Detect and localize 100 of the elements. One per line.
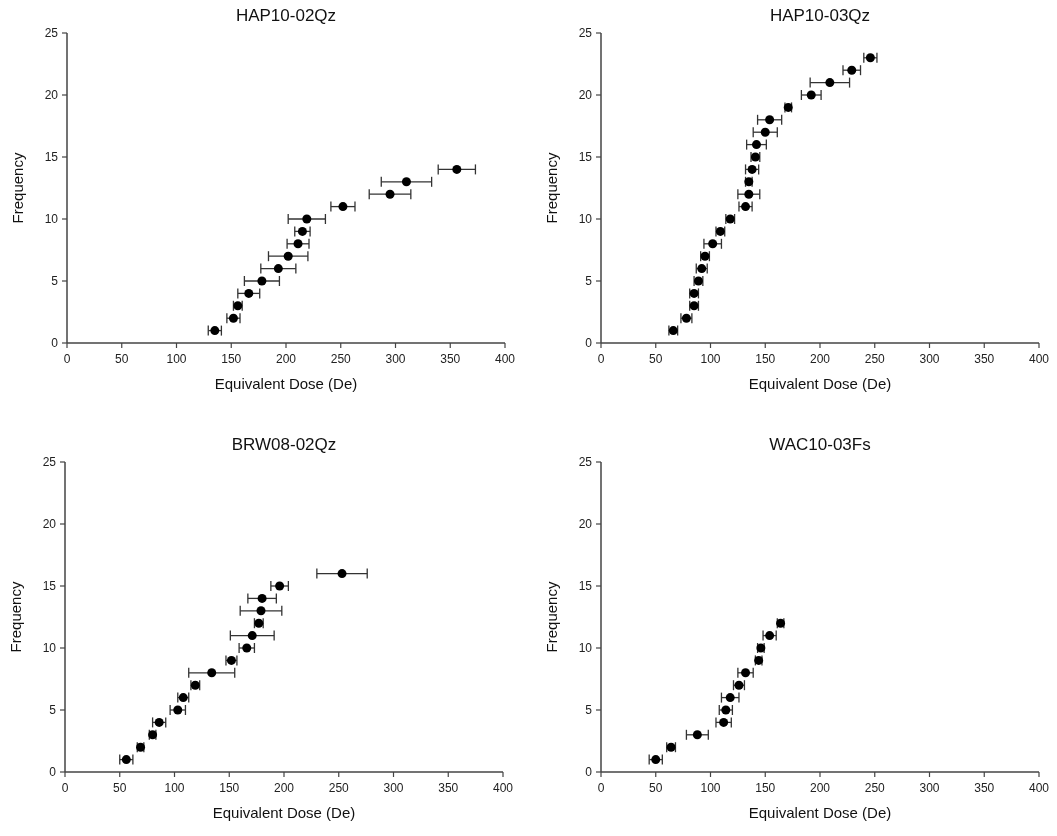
x-tick-label: 400 — [1028, 352, 1050, 366]
x-tick-label: 400 — [1028, 781, 1050, 795]
point — [337, 569, 347, 579]
point — [244, 288, 254, 298]
y-axis-title: Frequency — [543, 581, 560, 653]
x-tick-label: 300 — [383, 781, 404, 795]
x-tick-label: 50 — [115, 352, 129, 366]
y-axis-title: Frequency — [543, 152, 560, 224]
point — [242, 643, 252, 653]
point — [173, 705, 183, 715]
y-axis-title: Frequency — [9, 152, 26, 224]
y-tick-label: 10 — [578, 641, 593, 656]
x-tick-label: 350 — [440, 352, 461, 366]
chart-title: BRW08-02Qz — [231, 435, 337, 454]
point — [765, 115, 775, 125]
y-tick-label: 10 — [42, 641, 57, 656]
point — [247, 631, 257, 641]
y-tick-label: 5 — [585, 274, 593, 289]
point — [744, 189, 754, 199]
x-tick-label: 350 — [438, 781, 459, 795]
x-tick-label: 200 — [275, 352, 297, 366]
x-tick-label: 300 — [919, 352, 940, 366]
y-tick-label: 25 — [578, 455, 593, 470]
x-tick-label: 0 — [63, 352, 71, 366]
y-tick-label: 15 — [578, 150, 593, 165]
x-axis-title: Equivalent Dose (De) — [748, 375, 892, 392]
x-axis-title: Equivalent Dose (De) — [214, 375, 358, 392]
chart-title: WAC10-03Fs — [769, 435, 871, 454]
x-axis-title: Equivalent Dose (De) — [748, 804, 892, 821]
point — [401, 177, 411, 187]
x-axis-title: Equivalent Dose (De) — [212, 804, 356, 821]
x-tick-label: 100 — [700, 781, 721, 795]
x-tick-label: 200 — [273, 781, 295, 795]
y-tick-label: 15 — [44, 150, 59, 165]
point — [692, 730, 702, 740]
x-tick-label: 150 — [755, 352, 776, 366]
point — [273, 264, 283, 274]
y-tick-label: 15 — [42, 579, 57, 594]
point — [293, 239, 303, 249]
chart-title: HAP10-03Qz — [769, 6, 871, 25]
y-tick-label: 25 — [44, 26, 59, 41]
point — [760, 127, 770, 137]
point — [847, 65, 857, 75]
x-tick-label: 300 — [385, 352, 406, 366]
y-tick-label: 0 — [585, 765, 593, 780]
point — [452, 164, 462, 174]
y-tick-label: 20 — [44, 88, 59, 103]
y-tick-label: 5 — [585, 703, 593, 718]
x-tick-label: 50 — [649, 781, 663, 795]
y-tick-label: 20 — [578, 88, 593, 103]
chart-title: HAP10-02Qz — [235, 6, 337, 25]
y-tick-label: 20 — [578, 517, 593, 532]
x-tick-label: 250 — [864, 352, 886, 366]
y-tick-label: 0 — [49, 765, 57, 780]
point — [725, 693, 735, 703]
point — [302, 214, 312, 224]
y-tick-label: 5 — [49, 703, 57, 718]
x-tick-label: 250 — [330, 352, 352, 366]
point — [207, 668, 217, 678]
x-tick-label: 200 — [809, 352, 831, 366]
x-tick-label: 150 — [219, 781, 240, 795]
x-tick-label: 350 — [974, 352, 995, 366]
x-tick-label: 250 — [864, 781, 886, 795]
point — [256, 606, 266, 616]
x-tick-label: 100 — [166, 352, 187, 366]
y-tick-label: 25 — [578, 26, 593, 41]
x-tick-label: 200 — [809, 781, 831, 795]
y-tick-label: 0 — [585, 336, 593, 351]
point — [385, 189, 395, 199]
point — [751, 140, 761, 150]
y-tick-label: 0 — [51, 336, 59, 351]
x-tick-label: 300 — [919, 781, 940, 795]
x-tick-label: 100 — [164, 781, 185, 795]
point — [297, 226, 307, 236]
point — [275, 581, 285, 591]
y-tick-label: 10 — [578, 212, 593, 227]
point — [806, 90, 816, 100]
x-tick-label: 0 — [597, 352, 605, 366]
y-tick-label: 5 — [51, 274, 59, 289]
point — [257, 276, 267, 286]
y-tick-label: 25 — [42, 455, 57, 470]
point — [257, 593, 267, 603]
x-tick-label: 350 — [974, 781, 995, 795]
x-tick-label: 150 — [221, 352, 242, 366]
point — [708, 239, 718, 249]
x-tick-label: 150 — [755, 781, 776, 795]
point — [825, 78, 835, 88]
y-axis-title: Frequency — [7, 581, 24, 653]
point — [283, 251, 293, 261]
x-tick-label: 0 — [597, 781, 605, 795]
y-tick-label: 15 — [578, 579, 593, 594]
y-tick-label: 20 — [42, 517, 57, 532]
x-tick-label: 400 — [494, 352, 516, 366]
x-tick-label: 100 — [700, 352, 721, 366]
x-tick-label: 0 — [61, 781, 69, 795]
x-tick-label: 400 — [492, 781, 514, 795]
x-tick-label: 50 — [649, 352, 663, 366]
point — [338, 202, 348, 212]
y-tick-label: 10 — [44, 212, 59, 227]
x-tick-label: 250 — [328, 781, 350, 795]
